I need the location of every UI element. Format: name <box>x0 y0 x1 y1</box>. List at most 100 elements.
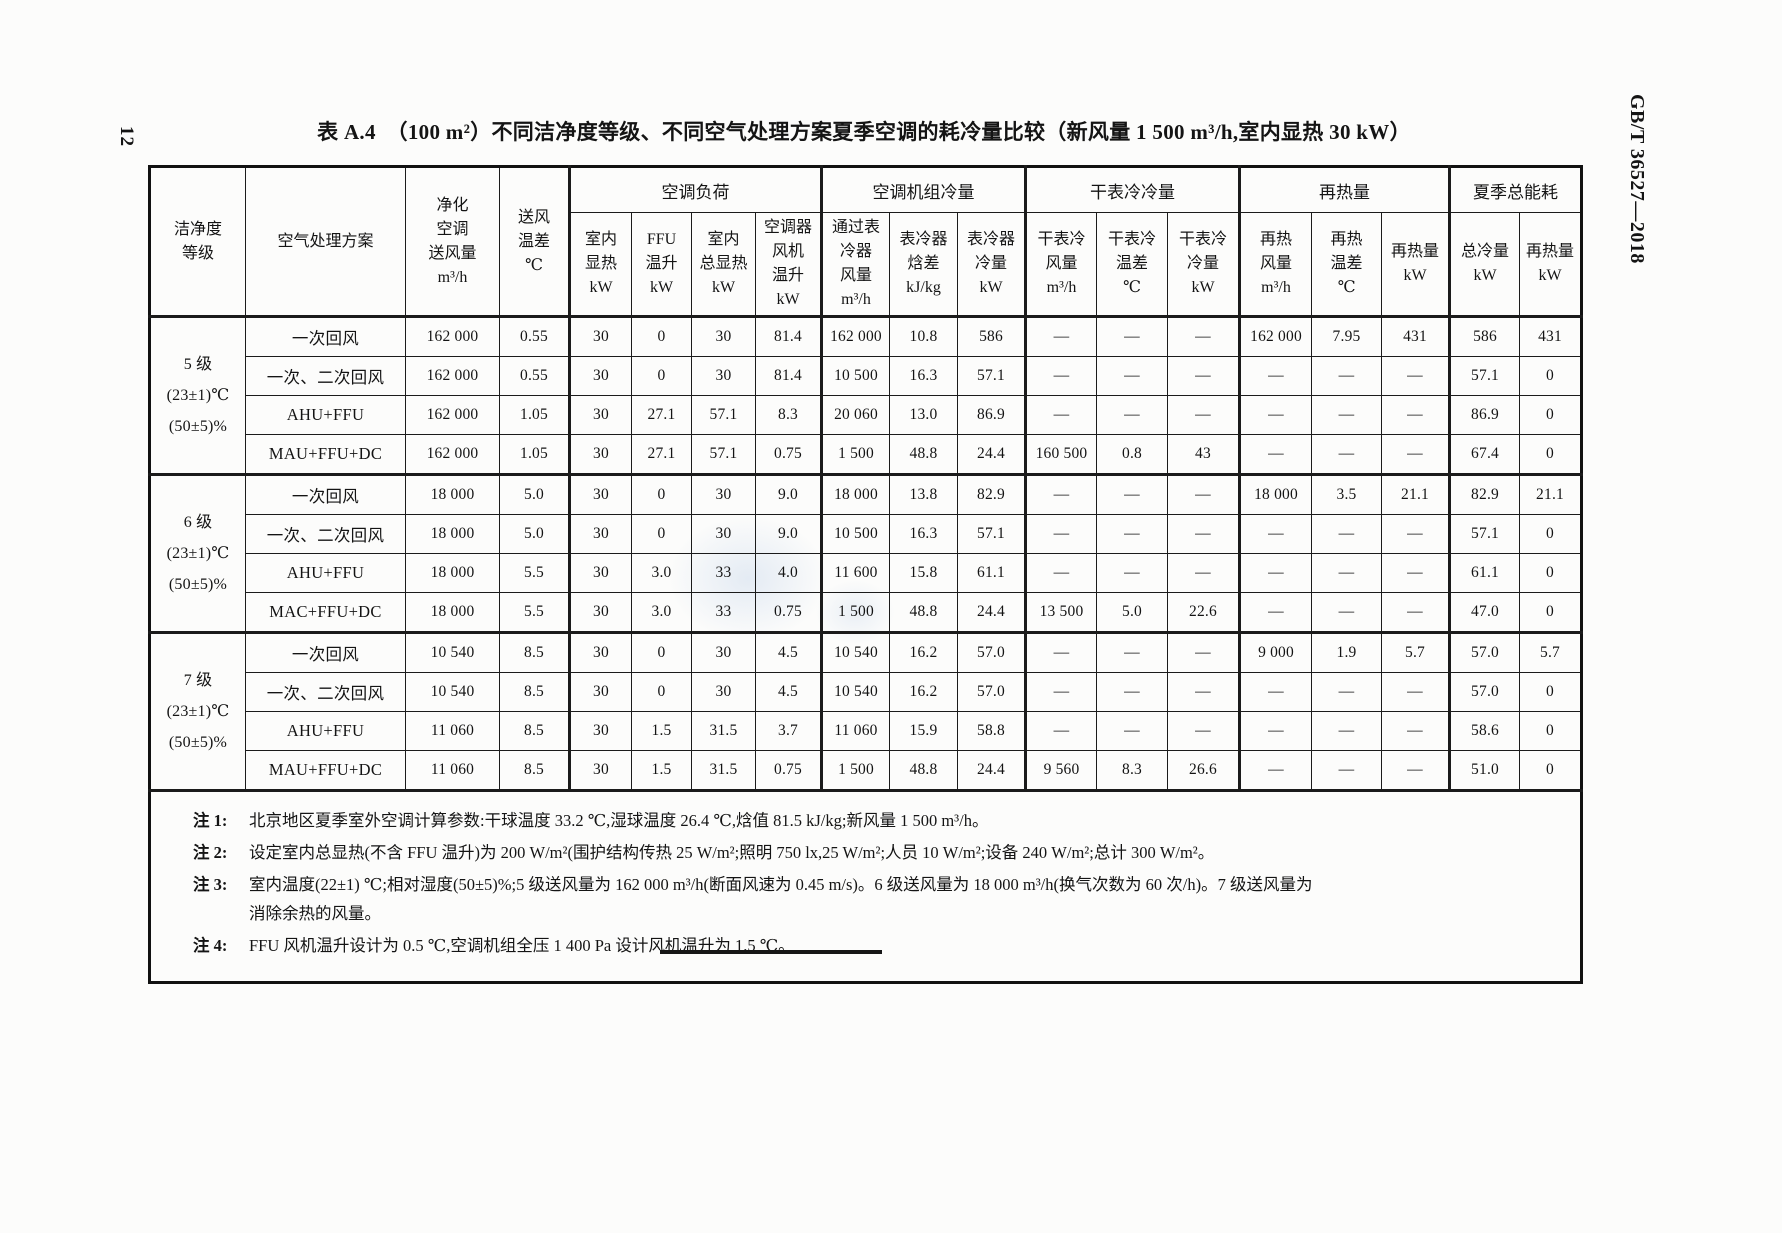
value-cell: 0 <box>1519 553 1583 593</box>
value-cell: — <box>1096 553 1168 593</box>
note-tag: 注 4: <box>193 935 228 955</box>
value-cell: 4.5 <box>755 672 822 712</box>
value-cell: 162 000 <box>405 395 500 435</box>
scheme-cell: MAU+FFU+DC <box>245 750 406 791</box>
value-cell: 8.5 <box>499 711 570 751</box>
value-cell: 0 <box>1519 711 1583 751</box>
value-cell: 58.8 <box>957 711 1026 751</box>
value-cell: 0 <box>1519 592 1583 633</box>
value-cell: 33 <box>691 592 756 633</box>
value-cell: 0 <box>1519 356 1583 396</box>
value-cell: — <box>1238 672 1313 712</box>
table-row: 5 级 (23±1)℃ (50±5)% 一次回风 162 000 0.55 30 0 30 8… <box>149 315 1583 475</box>
value-cell: 9.0 <box>755 473 822 515</box>
value-cell: — <box>1311 434 1383 475</box>
value-cell: 57.1 <box>691 434 756 475</box>
value-cell: 13 500 <box>1024 592 1097 633</box>
value-cell: 81.4 <box>755 315 822 357</box>
header-row: 洁净度 等级 空气处理方案 净化 空调 送风量 m³/h 送风 温差 ℃ 空调负荷 空调机… <box>149 166 1583 317</box>
value-cell: 9.0 <box>755 514 822 554</box>
value-cell: 0.8 <box>1096 434 1168 475</box>
scheme-cell: 一次回风 <box>245 631 406 673</box>
value-cell: — <box>1166 631 1241 673</box>
value-cell: — <box>1381 356 1451 396</box>
value-cell: 48.8 <box>889 434 958 475</box>
table-title: 表 A.4 （100 m²）不同洁净度等级、不同空气处理方案夏季空调的耗冷量比较… <box>317 120 1411 144</box>
value-cell: 4.5 <box>755 631 822 673</box>
value-cell: 0 <box>1519 750 1583 791</box>
value-cell: 24.4 <box>957 592 1026 633</box>
value-cell: 160 500 <box>1024 434 1097 475</box>
value-cell: 0.55 <box>499 315 570 357</box>
value-cell: 0 <box>1519 672 1583 712</box>
table-row: 一次、二次回风 10 540 8.5 30 0 30 4.5 10 540 16.2 57.0— —… <box>150 672 1583 712</box>
value-cell: 1.05 <box>499 434 570 475</box>
value-cell: 10 540 <box>820 631 890 673</box>
value-cell: 57.1 <box>1448 514 1521 554</box>
header-cell: 表冷器 冷量 kW <box>957 212 1026 317</box>
value-cell: 10 540 <box>820 672 890 712</box>
value-cell: 13.8 <box>889 473 958 515</box>
value-cell: 16.2 <box>889 631 958 673</box>
value-cell: 11 060 <box>405 750 500 791</box>
value-cell: 18 000 <box>405 592 500 633</box>
value-cell: 31.5 <box>691 711 756 751</box>
value-cell: 0 <box>631 356 692 396</box>
value-cell: — <box>1166 514 1241 554</box>
value-cell: 48.8 <box>889 750 958 791</box>
value-cell: — <box>1238 434 1313 475</box>
value-cell: 30 <box>568 395 632 435</box>
value-cell: 11 600 <box>820 553 890 593</box>
value-cell: 5.0 <box>499 473 570 515</box>
table-notes: 注 1: 北京地区夏季室外空调计算参数:干球温度 33.2 ℃,湿球温度 26.4… <box>148 788 1583 984</box>
value-cell: 1.05 <box>499 395 570 435</box>
value-cell: 1.5 <box>631 711 692 751</box>
value-cell: 162 000 <box>405 356 500 396</box>
scheme-cell: 一次回风 <box>245 473 406 515</box>
header-row: 室内 显热 kW FFU 温升 kW 室内 总显热 kW 空调器 风机 温升 kW 通过… <box>150 212 1583 317</box>
value-cell: 15.8 <box>889 553 958 593</box>
value-cell: 7.95 <box>1311 315 1383 357</box>
value-cell: 4.0 <box>755 553 822 593</box>
value-cell: — <box>1381 553 1451 593</box>
value-cell: 1.9 <box>1311 631 1383 673</box>
value-cell: 162 000 <box>820 315 890 357</box>
scheme-cell: MAC+FFU+DC <box>245 592 406 633</box>
value-cell: 0 <box>631 514 692 554</box>
value-cell: — <box>1311 356 1383 396</box>
note-tag: 注 2: <box>193 842 228 862</box>
value-cell: 30 <box>691 356 756 396</box>
value-cell: — <box>1024 711 1097 751</box>
value-cell: 5.0 <box>1096 592 1168 633</box>
value-cell: 18 000 <box>405 514 500 554</box>
value-cell: — <box>1024 631 1097 673</box>
value-cell: — <box>1238 514 1313 554</box>
value-cell: 20 060 <box>820 395 890 435</box>
value-cell: 30 <box>691 631 756 673</box>
header-cell: 干表冷 温差 ℃ <box>1096 212 1168 317</box>
value-cell: — <box>1381 514 1451 554</box>
value-cell: 30 <box>568 750 632 791</box>
value-cell: 30 <box>568 514 632 554</box>
page-number: 12 <box>116 126 137 147</box>
scheme-cell: 一次回风 <box>245 315 406 357</box>
header-cell: 再热量 kW <box>1519 212 1583 317</box>
value-cell: 162 000 <box>1238 315 1313 357</box>
value-cell: 586 <box>1448 315 1521 357</box>
value-cell: — <box>1311 750 1383 791</box>
value-cell: 8.3 <box>1096 750 1168 791</box>
value-cell: 30 <box>568 315 632 357</box>
value-cell: — <box>1024 356 1097 396</box>
value-cell: 27.1 <box>631 434 692 475</box>
value-cell: 30 <box>568 473 632 515</box>
table-row: 一次、二次回风 162 000 0.55 30 0 30 81.4 10 500 16.3 57.… <box>150 356 1583 396</box>
value-cell: 9 560 <box>1024 750 1097 791</box>
header-cell: 净化 空调 送风量 m³/h <box>405 166 500 317</box>
value-cell: 18 000 <box>405 473 500 515</box>
value-cell: — <box>1024 553 1097 593</box>
value-cell: — <box>1166 356 1241 396</box>
note-text: 设定室内总显热(不含 FFU 温升)为 200 W/m²(围护结构传热 25 W… <box>249 842 1215 862</box>
value-cell: 30 <box>568 434 632 475</box>
table-header: 洁净度 等级 空气处理方案 净化 空调 送风量 m³/h 送风 温差 ℃ 空调负荷 空调机… <box>149 166 1583 317</box>
column-group-header: 空调负荷 <box>568 166 822 213</box>
